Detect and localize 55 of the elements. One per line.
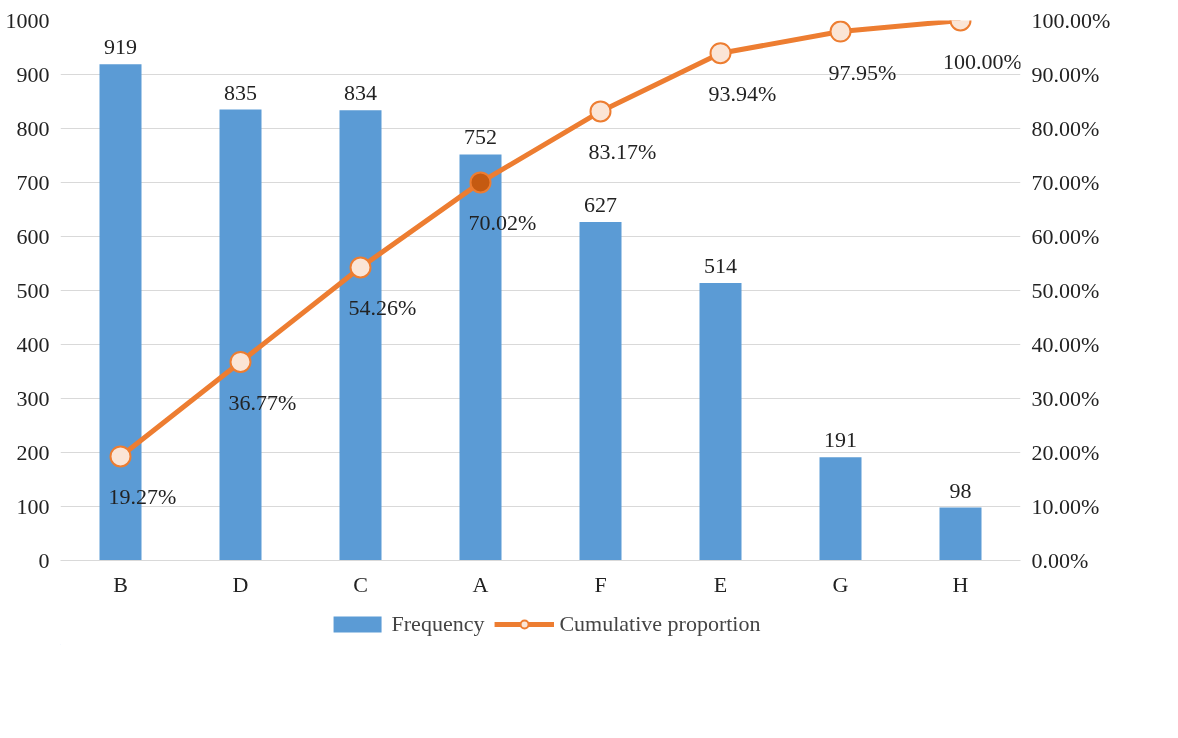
- y2-tick-label: 60.00%: [1031, 224, 1100, 249]
- point: [829, 20, 852, 43]
- point: [709, 42, 732, 65]
- y-tick-label: 300: [16, 385, 50, 411]
- y-tick-label: 400: [16, 331, 50, 357]
- x-tick-label: E: [713, 571, 728, 597]
- y-tick-label: 900: [16, 61, 50, 87]
- bar: [699, 282, 742, 561]
- y2-tick-label: 100.00%: [1031, 8, 1111, 33]
- y2-tick-label: 10.00%: [1031, 494, 1100, 519]
- data-label: 97.95%: [828, 59, 897, 85]
- y2-tick-label: 50.00%: [1031, 278, 1100, 303]
- data-label: 627: [584, 191, 617, 217]
- bar: [819, 457, 862, 561]
- y2-tick-label: 90.00%: [1031, 62, 1100, 87]
- y2-tick-label: 0.00%: [1031, 548, 1089, 573]
- y-tick-label: 1000: [5, 7, 50, 33]
- y-tick-label: 500: [16, 277, 50, 303]
- y2-tick-label: 70.00%: [1031, 170, 1100, 195]
- data-label: 834: [344, 80, 377, 106]
- x-tick-label: H: [952, 571, 969, 597]
- point: [109, 445, 132, 468]
- bar: [939, 507, 982, 561]
- data-label: 93.94%: [708, 81, 777, 107]
- data-label: 919: [104, 34, 137, 60]
- x-tick-label: F: [594, 571, 607, 597]
- y-tick-label: 700: [16, 169, 50, 195]
- x-tick-label: G: [832, 571, 849, 597]
- point: [229, 350, 252, 373]
- data-label: 835: [224, 79, 257, 105]
- y2-tick-label: 20.00%: [1031, 440, 1100, 465]
- point: [349, 256, 372, 279]
- point: [469, 171, 492, 194]
- data-label: 100.00%: [943, 48, 1022, 74]
- legend-label: Frequency: [391, 611, 485, 637]
- data-label: 83.17%: [588, 139, 657, 165]
- y-tick-label: 100: [16, 493, 50, 519]
- data-label: 752: [464, 124, 497, 150]
- data-label: 514: [704, 252, 737, 278]
- y-tick-label: 600: [16, 223, 50, 249]
- x-tick-label: A: [472, 571, 489, 597]
- x-tick-label: C: [353, 571, 368, 597]
- data-label: 191: [824, 427, 857, 453]
- y2-tick-label: 80.00%: [1031, 116, 1100, 141]
- x-tick-label: B: [113, 571, 128, 597]
- data-label: 98: [949, 477, 972, 503]
- x-tick-label: D: [232, 571, 249, 597]
- y-tick-label: 0: [38, 547, 50, 573]
- legend-label: Cumulative proportion: [559, 611, 761, 637]
- point: [589, 100, 612, 123]
- y-tick-label: 800: [16, 115, 50, 141]
- y2-tick-label: 30.00%: [1031, 386, 1100, 411]
- y-tick-label: 200: [16, 439, 50, 465]
- bar: [579, 221, 622, 561]
- y2-tick-label: 40.00%: [1031, 332, 1100, 357]
